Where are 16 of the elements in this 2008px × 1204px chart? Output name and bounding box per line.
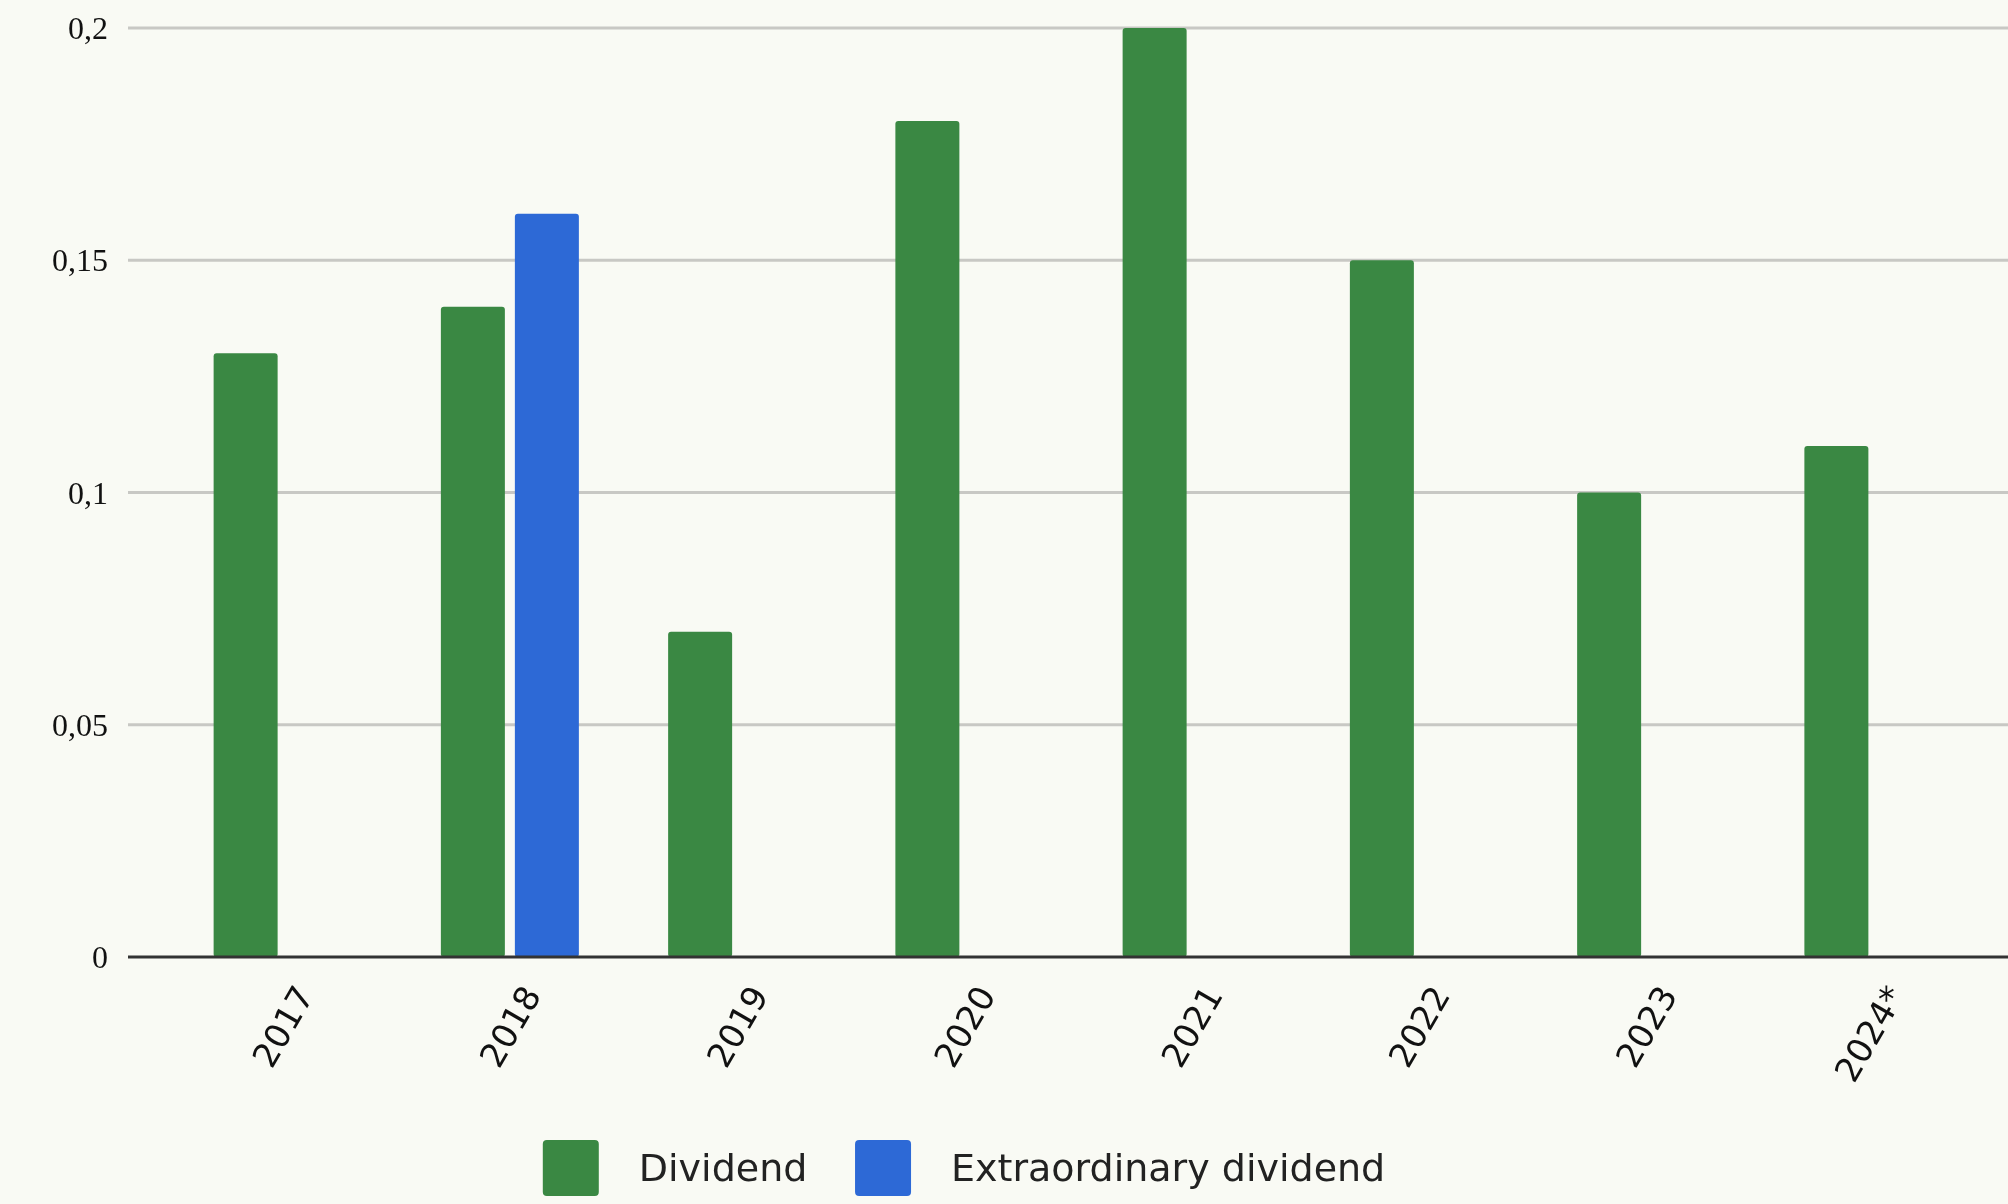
y-tick-label: 0,15 (52, 242, 108, 279)
legend-label: Dividend (638, 1146, 808, 1191)
y-tick-label: 0 (92, 939, 108, 976)
bar (895, 120, 960, 957)
bar (213, 353, 278, 957)
bar (440, 306, 505, 957)
bar (514, 213, 579, 957)
legend-label: Extraordinary dividend (951, 1146, 1386, 1191)
bar (668, 631, 733, 957)
bar (1804, 446, 1869, 957)
bar (1577, 492, 1642, 957)
y-tick-label: 0,05 (52, 706, 108, 743)
bar (1349, 260, 1414, 957)
y-tick-label: 0,1 (68, 474, 108, 511)
y-tick-label: 0,2 (68, 10, 108, 47)
bar (1122, 28, 1187, 957)
